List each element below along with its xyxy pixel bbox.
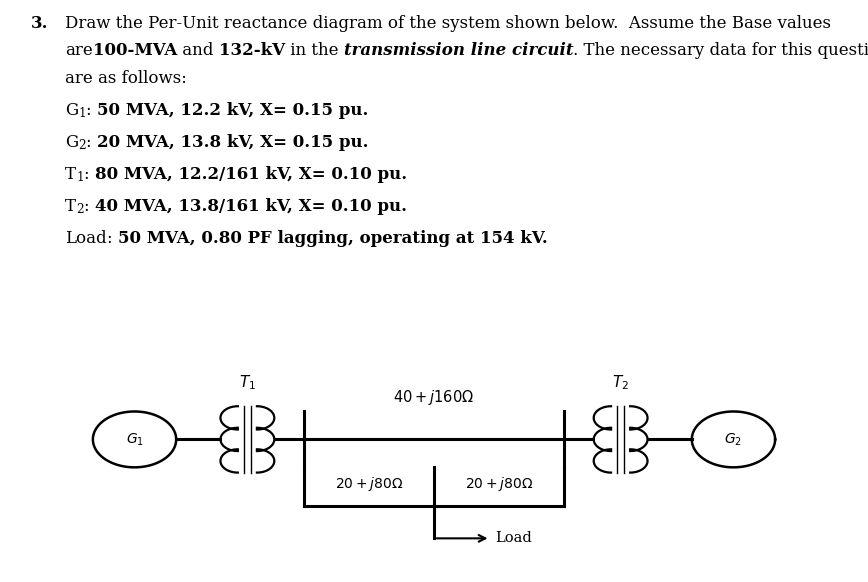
Text: $G_1$: $G_1$ (126, 431, 143, 448)
Text: . The necessary data for this question: . The necessary data for this question (573, 42, 868, 59)
Text: $20 + j80\Omega$: $20 + j80\Omega$ (465, 475, 533, 493)
Text: $40 + j160\Omega$: $40 + j160\Omega$ (393, 388, 475, 407)
Text: 50 MVA, 0.80 PF lagging, operating at 154 kV.: 50 MVA, 0.80 PF lagging, operating at 15… (117, 230, 548, 247)
Text: :: : (86, 134, 96, 151)
Text: T: T (65, 198, 76, 215)
Text: 1: 1 (76, 171, 83, 183)
Text: :: : (107, 230, 117, 247)
Text: and: and (177, 42, 219, 59)
Text: transmission line circuit: transmission line circuit (344, 42, 573, 59)
Text: 20 MVA, 13.8 kV, X= 0.15 pu.: 20 MVA, 13.8 kV, X= 0.15 pu. (96, 134, 368, 151)
Text: are: are (65, 42, 93, 59)
Text: 2: 2 (76, 203, 83, 215)
Text: $T_1$: $T_1$ (239, 373, 256, 392)
Text: $20 + j80\Omega$: $20 + j80\Omega$ (335, 475, 403, 493)
Text: G: G (65, 134, 78, 151)
Text: 50 MVA, 12.2 kV, X= 0.15 pu.: 50 MVA, 12.2 kV, X= 0.15 pu. (96, 102, 368, 119)
Text: $T_2$: $T_2$ (612, 373, 629, 392)
Text: :: : (83, 166, 95, 183)
Text: G: G (65, 102, 78, 119)
Text: $G_2$: $G_2$ (725, 431, 742, 448)
Text: 100-MVA: 100-MVA (93, 42, 177, 59)
Text: Load: Load (65, 230, 107, 247)
Text: Load: Load (495, 531, 531, 545)
Text: :: : (86, 102, 96, 119)
Text: are as follows:: are as follows: (65, 70, 187, 87)
Text: in the: in the (285, 42, 344, 59)
Text: 132-kV: 132-kV (219, 42, 285, 59)
Text: 2: 2 (78, 139, 86, 151)
Text: 40 MVA, 13.8/161 kV, X= 0.10 pu.: 40 MVA, 13.8/161 kV, X= 0.10 pu. (95, 198, 406, 215)
Text: 3.: 3. (30, 15, 48, 31)
Text: 1: 1 (78, 107, 86, 119)
Text: Draw the Per-Unit reactance diagram of the system shown below.  Assume the Base : Draw the Per-Unit reactance diagram of t… (65, 15, 831, 31)
Text: 80 MVA, 12.2/161 kV, X= 0.10 pu.: 80 MVA, 12.2/161 kV, X= 0.10 pu. (95, 166, 407, 183)
Text: T: T (65, 166, 76, 183)
Text: :: : (83, 198, 95, 215)
